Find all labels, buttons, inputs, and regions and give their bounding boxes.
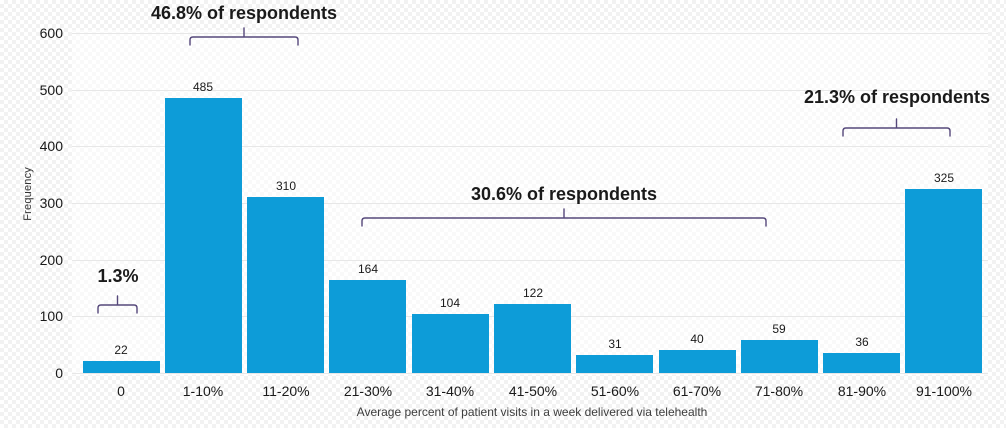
- x-tick-label-71-80%: 71-80%: [754, 383, 804, 399]
- x-tick-label-61-70%: 61-70%: [672, 383, 722, 399]
- annotation-label-0: 1.3%: [97, 266, 139, 286]
- x-tick-label-51-60%: 51-60%: [590, 383, 640, 399]
- y-axis-title: Frequency: [22, 167, 34, 221]
- gridline-200: [72, 260, 988, 261]
- bar-value-label-0: 22: [114, 343, 128, 357]
- annotation-label-3: 21.3% of respondents: [803, 87, 991, 107]
- bar-1-10%: [165, 98, 242, 373]
- gridline-300: [72, 203, 988, 204]
- bar-value-label-71-80%: 59: [772, 322, 786, 336]
- gridline-400: [72, 146, 988, 147]
- bar-61-70%: [659, 350, 736, 373]
- annotation-bracket-1: [189, 27, 299, 46]
- y-tick-label-500: 500: [39, 82, 63, 98]
- x-axis-title: Average percent of patient visits in a w…: [356, 405, 708, 419]
- bar-71-80%: [741, 340, 818, 373]
- annotation-bracket-2: [361, 208, 767, 227]
- y-tick-label-600: 600: [39, 25, 63, 41]
- bar-value-label-61-70%: 40: [690, 332, 704, 346]
- bar-value-label-91-100%: 325: [933, 171, 955, 185]
- y-tick-label-400: 400: [39, 138, 63, 154]
- x-tick-label-81-90%: 81-90%: [837, 383, 887, 399]
- bar-value-label-1-10%: 485: [192, 80, 214, 94]
- bar-21-30%: [329, 280, 406, 373]
- y-tick-label-300: 300: [39, 195, 63, 211]
- x-tick-label-1-10%: 1-10%: [182, 383, 224, 399]
- bar-value-label-11-20%: 310: [275, 179, 297, 193]
- annotation-label-2: 30.6% of respondents: [470, 184, 658, 204]
- gridline-0: [72, 373, 988, 374]
- bar-31-40%: [412, 314, 489, 373]
- bar-value-label-31-40%: 104: [439, 296, 461, 310]
- annotation-bracket-0: [97, 295, 138, 314]
- annotation-label-1: 46.8% of respondents: [150, 3, 338, 23]
- bar-81-90%: [823, 353, 900, 373]
- annotation-bracket-3: [842, 118, 951, 137]
- x-tick-label-0: 0: [117, 383, 125, 399]
- bar-0: [83, 361, 160, 373]
- bar-value-label-51-60%: 31: [608, 337, 622, 351]
- bar-51-60%: [576, 355, 653, 373]
- bar-value-label-41-50%: 122: [522, 286, 544, 300]
- x-tick-label-21-30%: 21-30%: [343, 383, 393, 399]
- gridline-600: [72, 33, 988, 34]
- y-tick-label-0: 0: [55, 365, 63, 381]
- gridline-500: [72, 90, 988, 91]
- bar-value-label-81-90%: 36: [855, 335, 869, 349]
- x-tick-label-31-40%: 31-40%: [425, 383, 475, 399]
- bar-11-20%: [247, 197, 324, 373]
- bar-41-50%: [494, 304, 571, 373]
- x-tick-label-11-20%: 11-20%: [262, 383, 310, 399]
- bar-91-100%: [905, 189, 982, 373]
- y-tick-label-100: 100: [39, 308, 63, 324]
- y-tick-label-200: 200: [39, 252, 63, 268]
- bar-value-label-21-30%: 164: [357, 262, 379, 276]
- x-tick-label-41-50%: 41-50%: [508, 383, 558, 399]
- x-tick-label-91-100%: 91-100%: [915, 383, 973, 399]
